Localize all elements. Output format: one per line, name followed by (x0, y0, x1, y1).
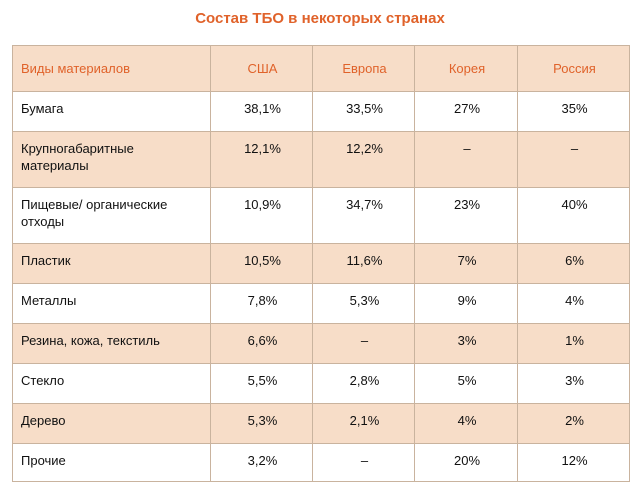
value-europe: 12,2% (312, 131, 415, 188)
header-korea: Корея (414, 45, 518, 92)
value-russia: 1% (517, 323, 630, 364)
table-row: Крупногабаритные материалы 12,1% 12,2% –… (12, 131, 630, 188)
material-name: Резина, кожа, текстиль (12, 323, 211, 364)
value-korea: 4% (414, 403, 518, 444)
value-europe: 5,3% (312, 283, 415, 324)
value-usa: 10,5% (210, 243, 313, 284)
material-name: Пластик (12, 243, 211, 284)
table-row: Металлы 7,8% 5,3% 9% 4% (12, 283, 630, 324)
value-korea: 9% (414, 283, 518, 324)
value-usa: 3,2% (210, 443, 313, 482)
header-usa: США (210, 45, 313, 92)
value-korea: 20% (414, 443, 518, 482)
value-korea: 7% (414, 243, 518, 284)
value-russia: – (517, 131, 630, 188)
table-row: Пищевые/ органические отходы 10,9% 34,7%… (12, 187, 630, 244)
value-europe: 33,5% (312, 91, 415, 132)
value-usa: 5,3% (210, 403, 313, 444)
page-title: Состав ТБО в некоторых странах (195, 10, 445, 27)
material-name: Крупногабаритные материалы (12, 131, 211, 188)
value-russia: 12% (517, 443, 630, 482)
value-usa: 6,6% (210, 323, 313, 364)
value-europe: 2,8% (312, 363, 415, 404)
material-name: Бумага (12, 91, 211, 132)
value-korea: 3% (414, 323, 518, 364)
table-row: Пластик 10,5% 11,6% 7% 6% (12, 243, 630, 284)
value-usa: 12,1% (210, 131, 313, 188)
value-russia: 4% (517, 283, 630, 324)
header-russia: Россия (517, 45, 630, 92)
table-row: Прочие 3,2% – 20% 12% (12, 443, 630, 482)
header-europe: Европа (312, 45, 415, 92)
table-row: Резина, кожа, текстиль 6,6% – 3% 1% (12, 323, 630, 364)
value-europe: 2,1% (312, 403, 415, 444)
value-russia: 35% (517, 91, 630, 132)
value-korea: 5% (414, 363, 518, 404)
value-europe: 11,6% (312, 243, 415, 284)
value-korea: – (414, 131, 518, 188)
value-russia: 2% (517, 403, 630, 444)
value-usa: 38,1% (210, 91, 313, 132)
material-name: Стекло (12, 363, 211, 404)
table-row: Стекло 5,5% 2,8% 5% 3% (12, 363, 630, 404)
material-name: Пищевые/ органические отходы (12, 187, 211, 244)
header-materials: Виды материалов (12, 45, 211, 92)
table-header-row: Виды материалов США Европа Корея Россия (12, 45, 630, 92)
value-europe: – (312, 443, 415, 482)
table-row: Дерево 5,3% 2,1% 4% 2% (12, 403, 630, 444)
value-korea: 27% (414, 91, 518, 132)
material-name: Дерево (12, 403, 211, 444)
composition-table: Виды материалов США Европа Корея Россия … (12, 45, 630, 482)
value-russia: 6% (517, 243, 630, 284)
value-europe: 34,7% (312, 187, 415, 244)
value-russia: 3% (517, 363, 630, 404)
value-europe: – (312, 323, 415, 364)
value-usa: 10,9% (210, 187, 313, 244)
material-name: Прочие (12, 443, 211, 482)
value-usa: 7,8% (210, 283, 313, 324)
value-korea: 23% (414, 187, 518, 244)
table-row: Бумага 38,1% 33,5% 27% 35% (12, 91, 630, 132)
material-name: Металлы (12, 283, 211, 324)
value-usa: 5,5% (210, 363, 313, 404)
value-russia: 40% (517, 187, 630, 244)
